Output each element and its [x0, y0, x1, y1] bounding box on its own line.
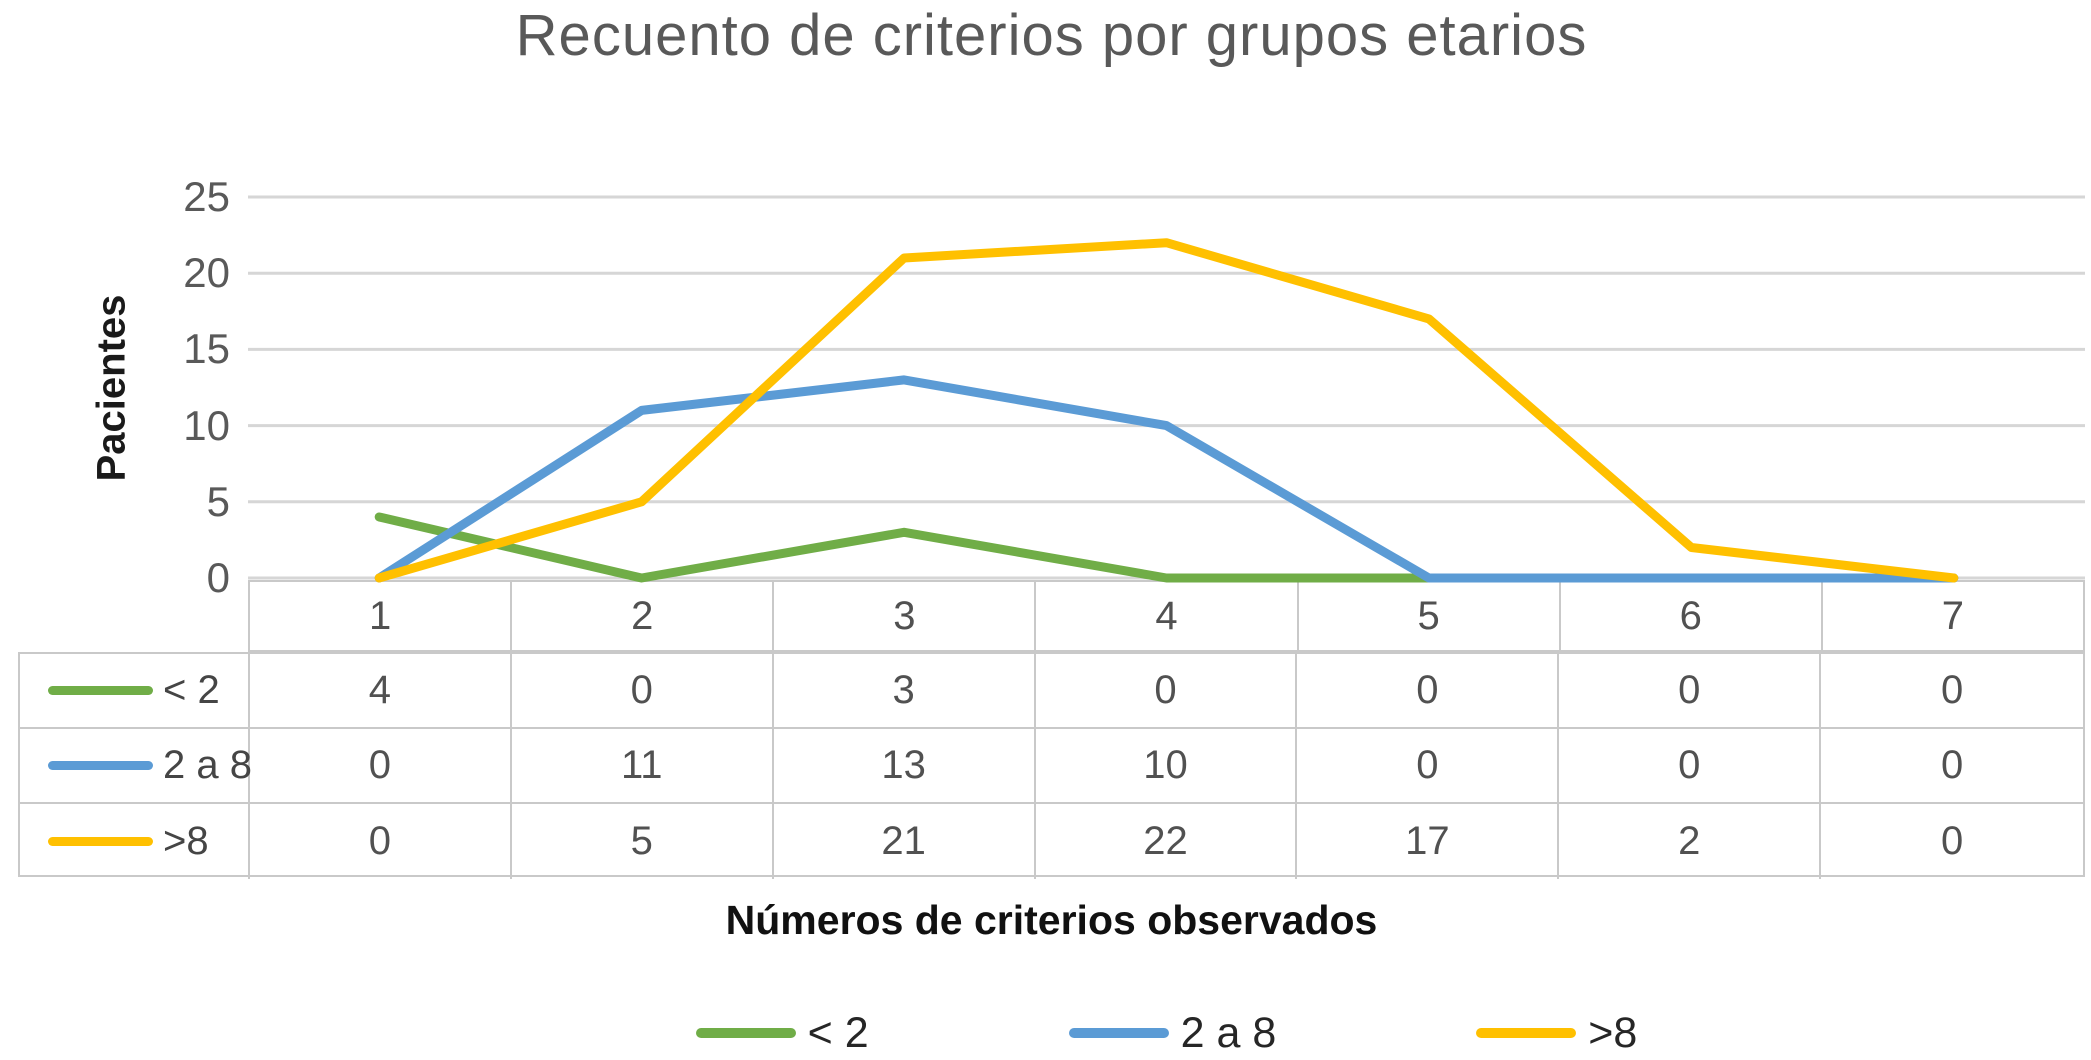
value-cell: 21 — [774, 804, 1036, 879]
series-key-label: < 2 — [163, 668, 220, 712]
y-axis-tick-0: 0 — [206, 554, 230, 601]
value-cell: 13 — [773, 729, 1036, 804]
series-line-2a8 — [374, 375, 1959, 583]
value-cell: 0 — [1940, 819, 1964, 863]
value-cell: 5 — [512, 804, 774, 879]
legend-line-swatch-green — [695, 1028, 796, 1038]
y-axis-tick-15: 15 — [183, 325, 230, 373]
series-line-gt8 — [374, 238, 1959, 583]
value-cell: 0 — [1297, 729, 1560, 804]
chart-legend: < 2 2 a 8 >8 — [248, 1006, 2085, 1060]
legend-label: 2 a 8 — [1180, 1008, 1277, 1057]
value-cell: 10 — [1035, 729, 1298, 804]
x-axis-title: Números de criterios observados — [725, 897, 1378, 943]
series-key-label: 2 a 8 — [163, 743, 252, 787]
legend-line-swatch-gold — [1476, 1028, 1577, 1038]
y-axis-title: Pacientes — [89, 294, 134, 482]
legend-line-swatch-blue — [1068, 1028, 1169, 1038]
category-cell-3: 3 — [774, 582, 1037, 650]
value-cell: 11 — [511, 729, 774, 804]
legend-label: >8 — [1588, 1008, 1638, 1057]
category-cell-2: 2 — [512, 582, 775, 650]
category-cell-6: 6 — [1561, 582, 1823, 650]
y-axis-tick-25: 25 — [183, 173, 230, 220]
category-cell-5: 5 — [1299, 582, 1561, 650]
legend-item-gt8: >8 — [1476, 1009, 1637, 1058]
value-cell: 0 — [1559, 729, 1822, 804]
category-cell-7: 7 — [1941, 593, 1965, 638]
value-cell: 3 — [773, 654, 1036, 729]
series-line-lt2 — [374, 512, 1959, 583]
series-key-swatch-gt8 — [48, 837, 153, 846]
legend-item-lt2: < 2 — [695, 1008, 869, 1058]
value-cell: 0 — [1821, 654, 2083, 729]
chart-title: Recuento de criterios por grupos etarios — [515, 3, 1588, 68]
value-cell: 0 — [1297, 654, 1560, 729]
category-cell-4: 4 — [1036, 582, 1299, 650]
legend-item-2a8: 2 a 8 — [1068, 1008, 1277, 1058]
series-key-swatch-lt2 — [48, 686, 153, 695]
legend-label: < 2 — [807, 1008, 869, 1057]
series-key-swatch-2a8 — [48, 761, 153, 770]
value-cell: 0 — [1821, 729, 2083, 804]
value-cell: 4 — [250, 654, 512, 729]
y-axis-tick-5: 5 — [206, 477, 230, 525]
series-key-label: >8 — [163, 819, 209, 863]
series-key-cell-gt8: >8 — [20, 804, 250, 879]
value-cell: 17 — [1297, 804, 1560, 879]
y-axis-tick-10: 10 — [183, 401, 230, 449]
value-cell: 0 — [250, 729, 512, 804]
category-cell-1: 1 — [250, 582, 513, 650]
value-cell: 0 — [1035, 654, 1298, 729]
series-key-cell-lt2: < 2 — [20, 654, 250, 729]
value-cell: 2 — [1559, 804, 1822, 879]
value-cell: 0 — [250, 804, 512, 879]
plot-area — [248, 195, 2085, 583]
series-key-cell-2a8: 2 a 8 — [20, 729, 252, 804]
value-cell: 22 — [1036, 804, 1298, 879]
value-cell: 0 — [511, 654, 774, 729]
value-cell: 0 — [1559, 654, 1822, 729]
y-axis-tick-20: 20 — [183, 249, 230, 297]
